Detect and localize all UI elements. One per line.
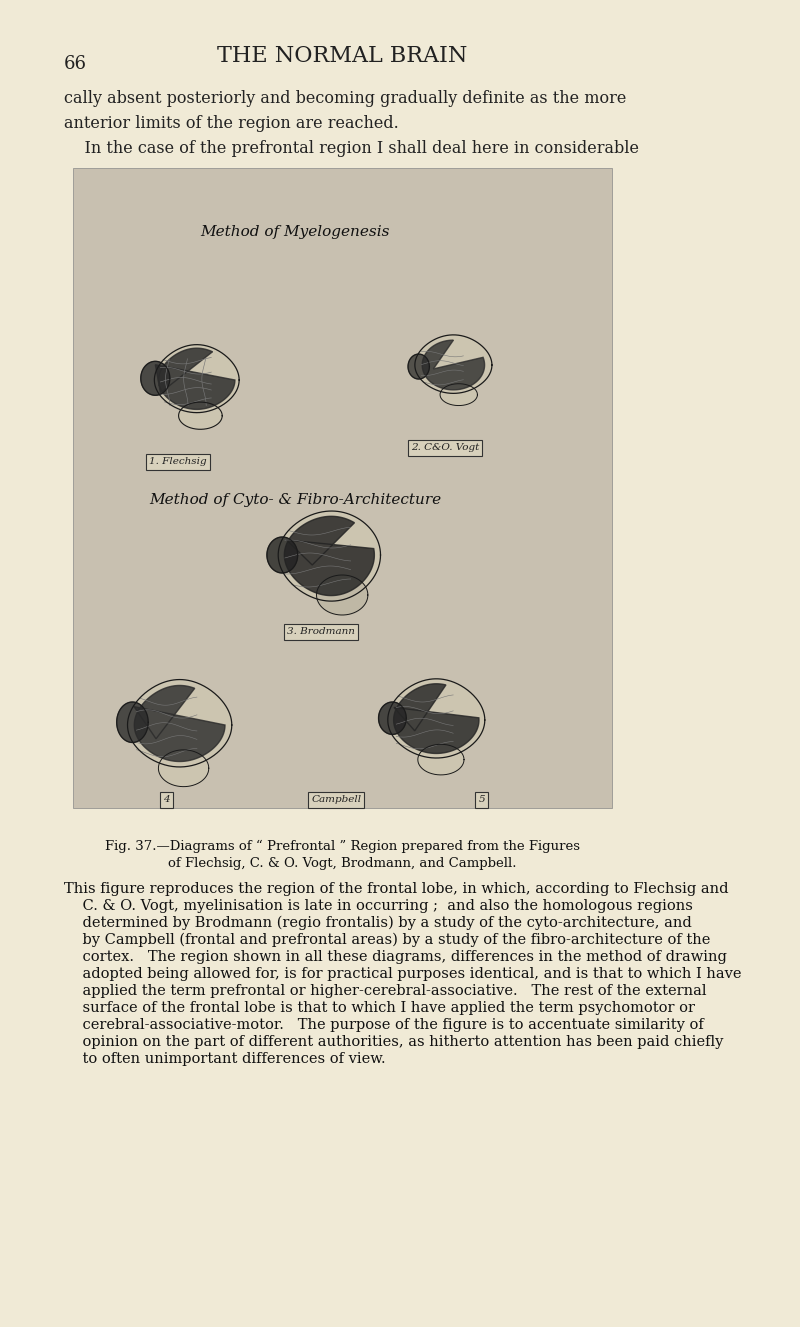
Text: adopted being allowed for, is for practical purposes identical, and is that to w: adopted being allowed for, is for practi… xyxy=(64,967,742,981)
Polygon shape xyxy=(378,702,406,734)
Text: cortex.   The region shown in all these diagrams, differences in the method of d: cortex. The region shown in all these di… xyxy=(64,950,727,963)
Text: 3. Brodmann: 3. Brodmann xyxy=(287,628,354,637)
Text: determined by Brodmann (regio frontalis) by a study of the cyto-architecture, an: determined by Brodmann (regio frontalis)… xyxy=(64,916,692,930)
Text: Fig. 37.—Diagrams of “ Prefrontal ” Region prepared from the Figures: Fig. 37.—Diagrams of “ Prefrontal ” Regi… xyxy=(105,840,580,853)
Text: applied the term prefrontal or higher-cerebral-associative.   The rest of the ex: applied the term prefrontal or higher-ce… xyxy=(64,985,706,998)
Text: cerebral-associative-motor.   The purpose of the figure is to accentuate similar: cerebral-associative-motor. The purpose … xyxy=(64,1018,704,1032)
Text: by Campbell (frontal and prefrontal areas) by a study of the fibro-architecture : by Campbell (frontal and prefrontal area… xyxy=(64,933,710,947)
Text: This figure reproduces the region of the frontal lobe, in which, according to Fl: This figure reproduces the region of the… xyxy=(64,882,729,896)
Text: 2. C&O. Vogt: 2. C&O. Vogt xyxy=(410,443,479,453)
Polygon shape xyxy=(117,702,148,743)
Polygon shape xyxy=(117,702,148,743)
Text: of Flechsig, C. & O. Vogt, Brodmann, and Campbell.: of Flechsig, C. & O. Vogt, Brodmann, and… xyxy=(168,857,517,871)
Text: 66: 66 xyxy=(64,54,87,73)
Text: surface of the frontal lobe is that to which I have applied the term psychomotor: surface of the frontal lobe is that to w… xyxy=(64,1001,695,1015)
Polygon shape xyxy=(394,683,479,754)
Polygon shape xyxy=(440,384,478,406)
Text: 1. Flechsig: 1. Flechsig xyxy=(149,458,206,467)
Polygon shape xyxy=(267,537,298,573)
Text: Campbell: Campbell xyxy=(311,795,362,804)
Polygon shape xyxy=(388,679,485,758)
Polygon shape xyxy=(317,575,368,614)
Text: C. & O. Vogt, myelinisation is late in occurring ;  and also the homologous regi: C. & O. Vogt, myelinisation is late in o… xyxy=(64,898,693,913)
Polygon shape xyxy=(155,348,235,409)
Polygon shape xyxy=(154,345,239,413)
Text: cally absent posteriorly and becoming gradually definite as the more: cally absent posteriorly and becoming gr… xyxy=(64,90,626,107)
Polygon shape xyxy=(415,334,492,393)
Text: Method of Myelogenesis: Method of Myelogenesis xyxy=(200,226,390,239)
Polygon shape xyxy=(141,361,170,395)
Text: 4: 4 xyxy=(163,795,170,804)
Polygon shape xyxy=(408,354,430,380)
Polygon shape xyxy=(178,402,222,430)
Bar xyxy=(73,169,612,808)
Text: 5: 5 xyxy=(478,795,485,804)
Polygon shape xyxy=(278,511,381,601)
Text: anterior limits of the region are reached.: anterior limits of the region are reache… xyxy=(64,115,399,131)
Polygon shape xyxy=(418,744,464,775)
Text: to often unimportant differences of view.: to often unimportant differences of view… xyxy=(64,1052,386,1066)
Text: opinion on the part of different authorities, as hitherto attention has been pai: opinion on the part of different authori… xyxy=(64,1035,723,1050)
Polygon shape xyxy=(284,516,374,596)
Polygon shape xyxy=(141,361,170,395)
Polygon shape xyxy=(158,750,209,787)
Polygon shape xyxy=(408,354,430,380)
Polygon shape xyxy=(127,679,232,767)
Polygon shape xyxy=(422,340,485,390)
Polygon shape xyxy=(378,702,406,734)
Polygon shape xyxy=(267,537,298,573)
Polygon shape xyxy=(134,686,225,762)
Text: Method of Cyto- & Fibro-Architecture: Method of Cyto- & Fibro-Architecture xyxy=(149,494,441,507)
Text: In the case of the prefrontal region I shall deal here in considerable: In the case of the prefrontal region I s… xyxy=(64,141,639,157)
Text: THE NORMAL BRAIN: THE NORMAL BRAIN xyxy=(217,45,467,66)
